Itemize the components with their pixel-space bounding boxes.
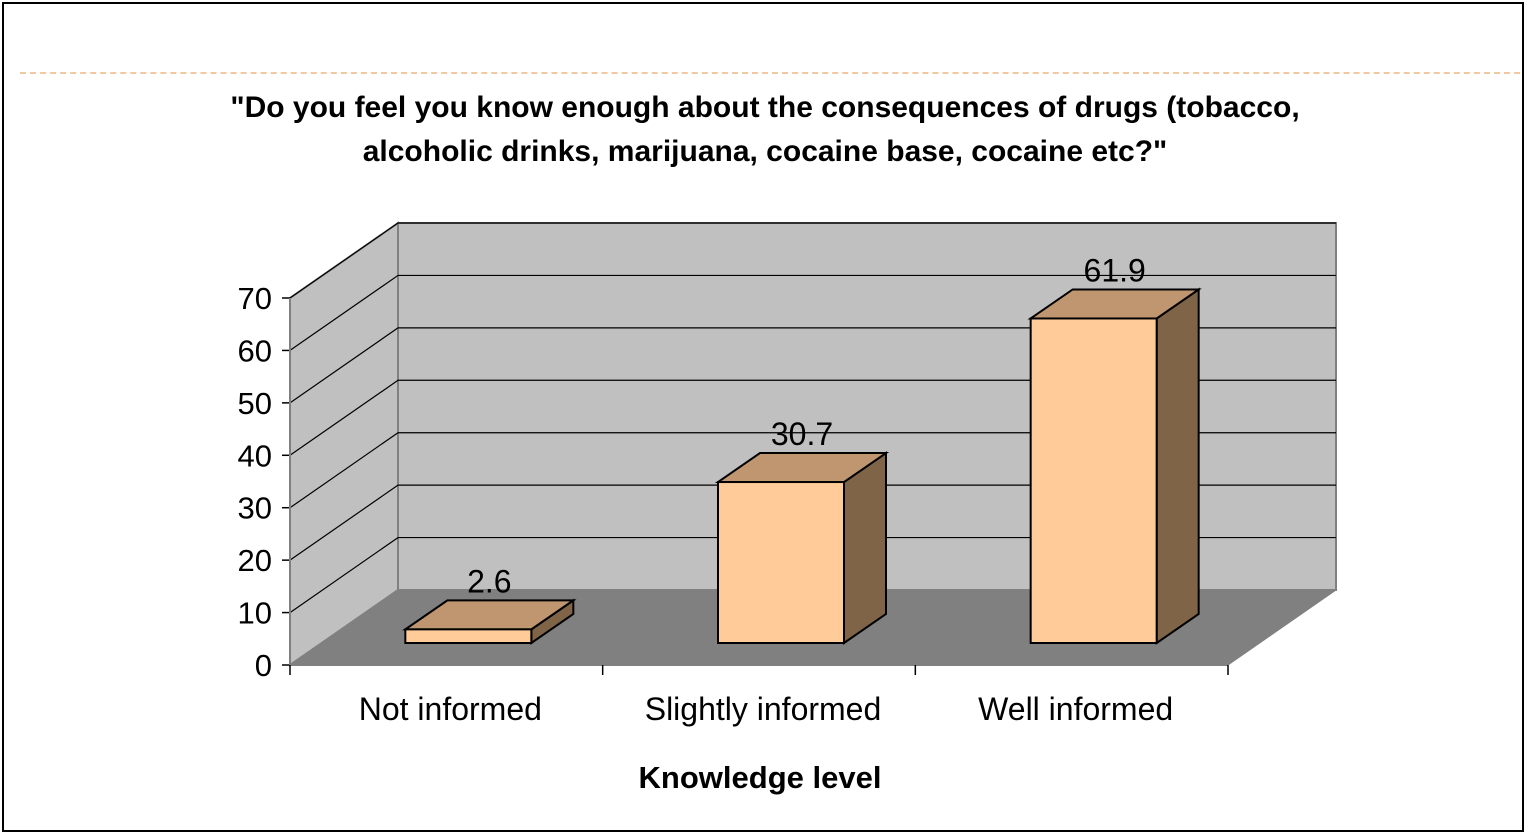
y-tick-label: 0 [255, 648, 272, 683]
bar-front-face [1029, 317, 1158, 644]
gridline [289, 432, 1336, 509]
data-label: 2.6 [467, 563, 511, 599]
y-tick-label: 10 [238, 596, 272, 631]
data-label: 61.9 [1084, 252, 1146, 288]
data-label: 30.7 [771, 416, 833, 452]
chart-title-line-1: "Do you feel you know enough about the c… [230, 91, 1300, 124]
bar-front-face [717, 481, 845, 644]
bar-side-face [1155, 287, 1200, 645]
x-tick-label: Well informed [978, 691, 1173, 727]
chart-title-line-2: alcoholic drinks, marijuana, cocaine bas… [362, 135, 1168, 168]
y-tick-label: 30 [238, 491, 272, 526]
decorative-divider [20, 72, 1520, 74]
y-tick-label: 40 [238, 438, 272, 473]
gridline [289, 327, 1336, 404]
y-tick-label: 60 [238, 333, 272, 368]
gridline [289, 484, 1336, 561]
bar [1027, 287, 1202, 645]
x-tick-label: Slightly informed [645, 691, 882, 727]
y-tick-label: 50 [238, 386, 272, 421]
bar-side-face [843, 451, 887, 645]
y-tick-label: 20 [238, 543, 272, 578]
x-axis-label: Knowledge level [639, 760, 882, 795]
chart-title: "Do you feel you know enough about the c… [0, 86, 1530, 174]
x-tick-label: Not informed [359, 691, 542, 727]
bar [714, 451, 890, 645]
bar [402, 598, 577, 645]
bar-front-face [404, 628, 533, 645]
gridline [289, 536, 1336, 614]
gridline [289, 274, 1336, 351]
y-tick-label: 70 [238, 281, 272, 316]
gridline [289, 222, 1336, 299]
gridline [289, 379, 1336, 456]
